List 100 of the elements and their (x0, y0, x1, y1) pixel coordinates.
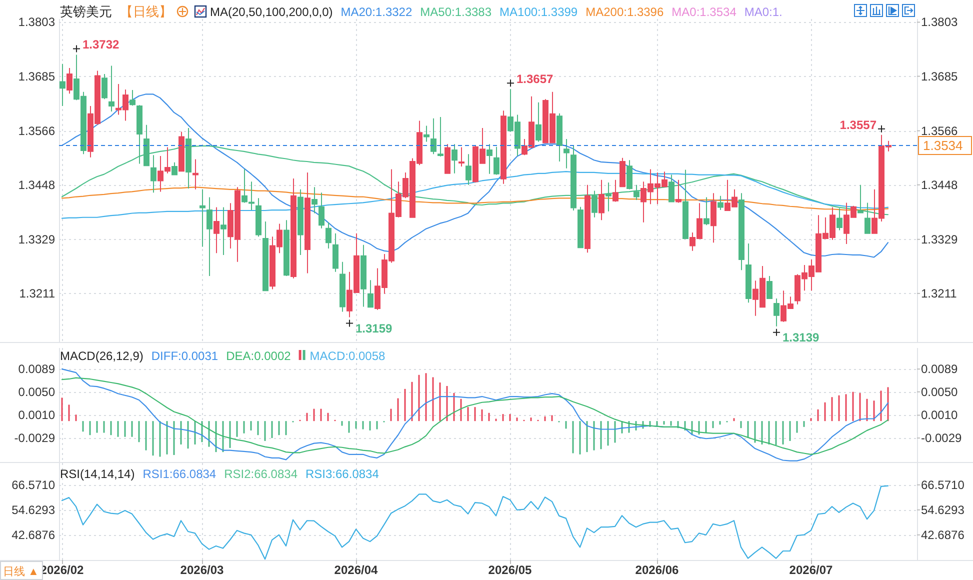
candlestick (718, 195, 724, 211)
legend-title: MACD(26,12,9) (60, 349, 144, 363)
y-tick-label: 1.3211 (921, 286, 958, 300)
candlestick (290, 178, 296, 279)
candlestick (766, 276, 772, 300)
y-tick-label: 1.3566 (921, 124, 958, 138)
candlestick (102, 73, 108, 100)
candlestick (298, 188, 304, 256)
candlestick (612, 179, 618, 202)
text: MA200:1.3396 (586, 5, 664, 19)
x-tick-label: 2026/03 (180, 563, 224, 577)
x-tick-label: 2026/05 (488, 563, 532, 577)
candlestick (206, 196, 212, 277)
candlestick (676, 179, 682, 204)
legend-title: MA(20,50,100,200,0,0) (210, 5, 333, 19)
y2-tick-label: 0.0010 (18, 408, 56, 422)
y-tick-label: 1.3685 (921, 69, 958, 84)
y2-tick-label: 66.5710 (12, 478, 56, 492)
candlestick (262, 221, 268, 292)
y-tick-label: 1.3803 (921, 15, 958, 30)
candlestick (578, 206, 584, 249)
annotation: 1.3159 (356, 321, 393, 336)
legend-title: RSI(14,14,14) (60, 467, 135, 481)
text: RSI3:66.0834 (306, 467, 380, 481)
legend-label: MA0:1. (744, 5, 782, 19)
candlestick (710, 192, 716, 244)
candlestick (340, 261, 346, 312)
candlestick (494, 146, 500, 176)
chart-title: 英镑美元 (60, 4, 112, 19)
line-series (61, 368, 889, 462)
y-tick-label: 0.0010 (921, 408, 958, 422)
candlestick (438, 116, 444, 157)
y-tick-label: 1.3448 (921, 178, 958, 192)
annotation: 1.3657 (516, 72, 554, 86)
x-tick-label: 2026/06 (635, 563, 680, 577)
y-tick-label: 0.0050 (921, 384, 958, 399)
candlestick (214, 206, 220, 254)
candlestick (318, 192, 324, 229)
candlestick (304, 172, 310, 274)
candlestick (598, 179, 604, 221)
candlestick (668, 174, 674, 203)
text: MA100:1.3399 (500, 5, 578, 19)
candlestick (746, 242, 752, 304)
candlestick (284, 220, 290, 277)
candlestick (360, 244, 366, 308)
candlestick (774, 298, 780, 327)
y-tick-label: 0.0089 (921, 362, 958, 376)
candlestick (200, 188, 206, 248)
legend-label: MA0:1.3534 (672, 5, 737, 19)
text: MA20:1.3322 (340, 5, 412, 19)
chart-subtitle: 【日线】 (120, 4, 172, 19)
x-tick-label: 2026/02 (40, 563, 84, 577)
y2-tick-label: 1.3685 (18, 69, 56, 84)
y2-tick-label: 42.6876 (12, 528, 56, 542)
candlestick (444, 144, 450, 174)
candlestick (584, 184, 590, 254)
candlestick (130, 90, 136, 106)
candlestick (704, 196, 710, 226)
candlestick (556, 112, 562, 162)
candlestick (192, 158, 198, 190)
annotation: 1.3557 (840, 118, 877, 132)
candlestick (486, 144, 492, 174)
candlestick (150, 154, 156, 194)
candlestick (536, 102, 542, 142)
candlestick (220, 206, 226, 256)
candlestick (430, 118, 436, 155)
text: DIFF:0.0031 (151, 349, 218, 363)
legend-label: RSI1:66.0834 (142, 467, 216, 481)
y-tick-label: -0.0029 (921, 431, 962, 446)
annotation: 1.3139 (782, 330, 820, 344)
legend-label: RSI2:66.0834 (224, 467, 298, 481)
candlestick (108, 65, 114, 112)
y-tick-label: 42.6876 (921, 528, 965, 542)
text: DEA:0.0002 (226, 349, 292, 363)
candlestick (620, 157, 626, 188)
candlestick (634, 184, 640, 200)
text: 日线 ▲ (3, 565, 39, 578)
candlestick (424, 125, 430, 142)
legend-label: MACD:0.0058 (310, 349, 386, 363)
y2-tick-label: 1.3448 (18, 178, 56, 192)
y2-tick-label: 1.3566 (18, 124, 56, 138)
x-tick-label: 2026/04 (334, 563, 378, 577)
line-series (61, 94, 889, 258)
candlestick (178, 131, 184, 172)
ref-line-label: 1.3534 (923, 138, 963, 153)
candlestick (500, 110, 506, 184)
y2-tick-label: 1.3211 (19, 286, 56, 300)
line-series (61, 377, 889, 455)
candlestick (60, 63, 66, 107)
line-series (61, 186, 889, 211)
candlestick (564, 138, 570, 169)
candlestick (66, 68, 72, 94)
y2-tick-label: 0.0050 (18, 384, 56, 399)
line-series (61, 171, 889, 219)
annotation: 1.3732 (82, 38, 120, 52)
candlestick (626, 160, 632, 190)
y-tick-label: 1.3329 (921, 232, 958, 246)
candlestick (332, 232, 338, 272)
y2-tick-label: -0.0029 (14, 431, 56, 446)
text: MA50:1.3383 (420, 5, 492, 19)
